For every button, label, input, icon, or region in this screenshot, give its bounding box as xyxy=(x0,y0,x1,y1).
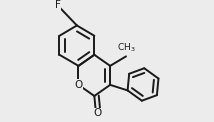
Text: CH$_3$: CH$_3$ xyxy=(117,41,136,54)
Text: O: O xyxy=(93,108,102,118)
Text: O: O xyxy=(74,80,83,90)
Text: F: F xyxy=(55,0,61,10)
